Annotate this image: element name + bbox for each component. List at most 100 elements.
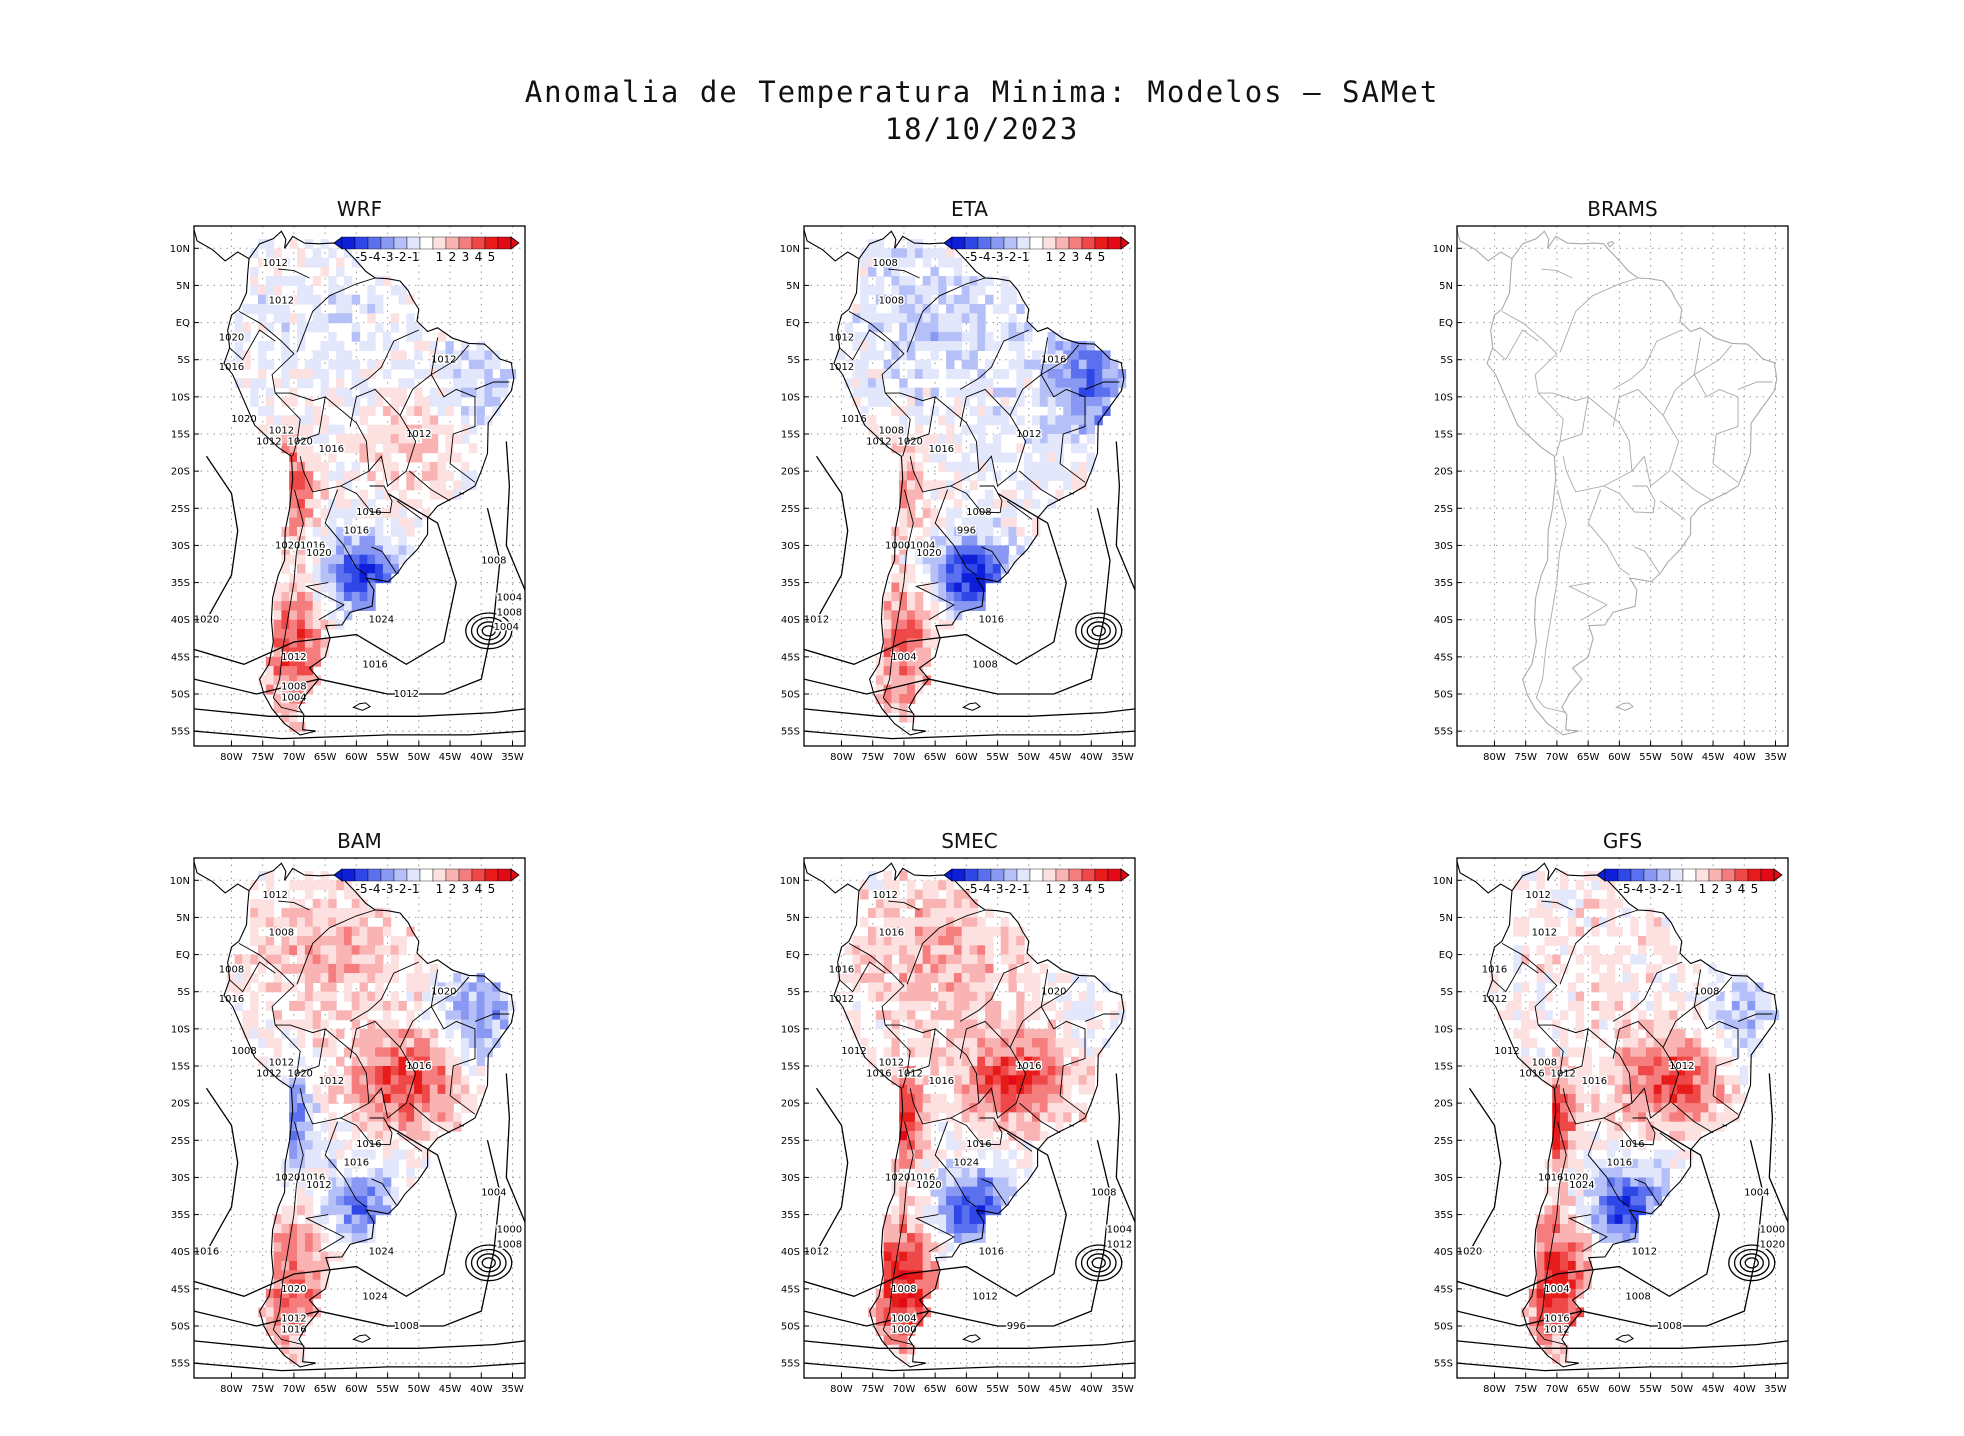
anomaly-cell [922,1205,932,1216]
anomaly-cell [868,387,877,398]
anomaly-cell [359,499,368,509]
anomaly-cell [359,536,368,546]
anomaly-cell [1567,1168,1577,1178]
anomaly-cell [860,1038,869,1048]
anomaly-cell [914,248,924,259]
anomaly-cell [883,1307,892,1318]
anomaly-cell [1078,973,1088,983]
anomaly-cell [1560,889,1569,900]
country-border [934,1121,977,1208]
anomaly-cell [289,880,298,891]
anomaly-cell [1630,991,1639,1002]
country-border [950,485,1003,514]
anomaly-cell [961,331,971,342]
anomaly-cell [1653,1056,1663,1067]
anomaly-cell [899,313,908,324]
anomaly-cell [1669,1158,1678,1169]
anomaly-cell [922,313,932,324]
anomaly-cell [484,378,493,389]
anomaly-cell [899,945,908,956]
anomaly-cell [875,1288,885,1299]
anomaly-cell [1653,936,1663,946]
anomaly-cell [382,1001,392,1011]
anomaly-cell [445,1010,454,1021]
anomaly-cell [907,945,916,956]
anomaly-field [836,239,1127,723]
anomaly-cell [953,443,963,454]
anomaly-cell [953,1168,963,1178]
anomaly-cell [868,322,877,333]
anomaly-cell [304,257,314,268]
anomaly-cell [1039,1047,1049,1058]
anomaly-cell [1039,471,1049,481]
anomaly-cell [265,257,275,268]
anomaly-cell [304,1186,314,1197]
anomaly-cell [1677,1103,1686,1113]
anomaly-cell [969,954,978,965]
anomaly-cell [304,1001,314,1011]
country-border [1501,943,1564,1089]
anomaly-cell [1008,294,1017,305]
anomaly-cell [304,647,314,658]
island-outline [1722,492,1727,495]
isobar-ring [465,1244,513,1282]
anomaly-cell [938,276,947,286]
anomaly-cell [1039,1112,1049,1123]
anomaly-cell [938,313,947,324]
anomaly-cell [899,322,908,333]
anomaly-cell [1567,1093,1577,1104]
anomaly-cell [883,434,892,444]
anomaly-cell [297,1149,306,1160]
anomaly-cell [1000,973,1010,983]
anomaly-cell [406,1177,415,1188]
anomaly-cell [1063,1019,1072,1030]
anomaly-cell [907,285,916,296]
anomaly-cell [946,257,955,268]
anomaly-cell [343,573,353,584]
anomaly-cell [312,656,322,667]
lat-tick-label: 45S [781,652,800,663]
anomaly-cell [297,926,306,937]
anomaly-cell [914,480,924,491]
isobar-line [804,1362,1135,1372]
anomaly-cell [1110,378,1119,389]
anomaly-cell [1731,1019,1741,1030]
anomaly-cell [1536,871,1545,881]
anomaly-cell [304,963,314,974]
anomaly-cell [969,1112,978,1123]
anomaly-cell [297,1298,306,1308]
anomaly-cell [320,619,329,630]
anomaly-cell [265,908,275,918]
anomaly-cell [304,294,314,305]
isobar-line [194,708,525,717]
anomaly-cell [437,424,446,435]
anomaly-cell [312,294,322,305]
anomaly-cell [367,1001,376,1011]
lat-tick-label: 40S [781,615,800,626]
anomaly-cell [899,1001,908,1011]
anomaly-cell [359,406,368,416]
anomaly-cell [1552,1233,1561,1243]
anomaly-cell [1583,1131,1592,1141]
lon-tick-label: 60W [1608,1384,1631,1395]
anomaly-cell [414,1038,423,1048]
anomaly-cell [281,276,290,286]
anomaly-cell [1032,1056,1041,1067]
anomaly-cell [1653,1196,1663,1206]
colorbar-label: -2 [1005,250,1017,264]
anomaly-cell [453,991,462,1002]
anomaly-cell [953,1158,963,1169]
anomaly-cell [1016,369,1025,379]
anomaly-cell [1000,452,1010,463]
anomaly-cell [351,1103,361,1113]
isobar-ring [481,625,496,637]
anomaly-cell [328,1121,337,1132]
anomaly-cell [1661,1093,1670,1104]
anomaly-cell [289,1344,298,1355]
anomaly-cell [476,1001,485,1011]
anomaly-cell [1567,1223,1577,1234]
anomaly-cell [312,322,322,333]
anomaly-cell [289,443,298,454]
anomaly-cell [375,480,384,491]
anomaly-cell [414,443,423,454]
